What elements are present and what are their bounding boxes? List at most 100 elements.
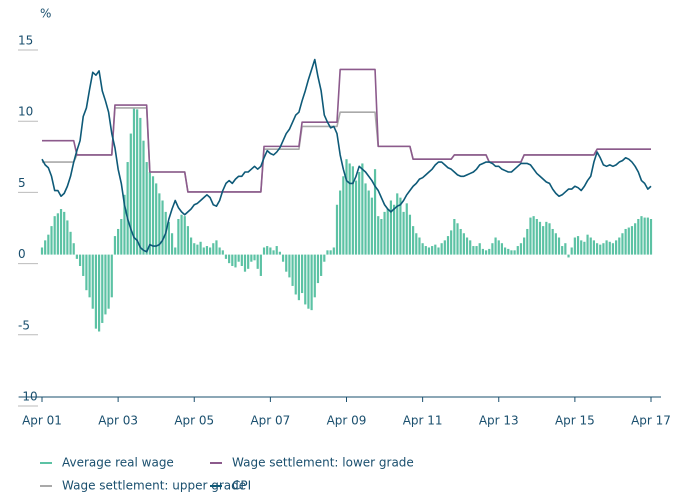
- y-tick-label: 0: [18, 247, 26, 261]
- bar: [75, 254, 78, 259]
- bar: [123, 194, 126, 255]
- bar: [278, 251, 281, 255]
- bar: [354, 180, 358, 255]
- bar: [215, 240, 218, 255]
- bar: [608, 241, 611, 255]
- bar: [120, 219, 123, 255]
- bar: [386, 209, 389, 255]
- bar: [342, 176, 345, 255]
- bar: [564, 243, 567, 255]
- bar: [465, 237, 469, 255]
- bar: [646, 217, 649, 255]
- bar: [364, 183, 367, 255]
- legend-label: Wage settlement: lower grade: [232, 456, 414, 470]
- bar: [513, 250, 516, 255]
- bar: [621, 233, 624, 255]
- bar: [53, 216, 56, 255]
- x-tick-label: Apr 17: [631, 414, 671, 428]
- bar: [117, 228, 120, 255]
- bar: [624, 228, 627, 255]
- bar: [602, 243, 605, 255]
- bar: [532, 216, 535, 255]
- y-tick-label: 10: [18, 105, 33, 119]
- bar: [434, 244, 437, 255]
- line: [41, 58, 652, 253]
- bar: [170, 233, 174, 255]
- bar: [392, 204, 396, 255]
- bar: [634, 223, 637, 255]
- bar: [132, 107, 136, 255]
- bar: [313, 254, 316, 298]
- bar: [611, 243, 615, 255]
- bar: [427, 247, 431, 255]
- bar: [599, 244, 602, 255]
- bar: [405, 203, 408, 255]
- bar: [348, 163, 351, 255]
- bar: [44, 240, 47, 255]
- bar: [326, 250, 329, 255]
- bar: [450, 230, 453, 255]
- bar: [202, 247, 205, 255]
- bar: [129, 133, 132, 255]
- x-tick-label: Apr 01: [22, 414, 62, 428]
- bar: [412, 226, 415, 255]
- bar: [389, 200, 393, 255]
- bar: [491, 243, 494, 255]
- bar: [367, 190, 370, 255]
- x-tick-label: Apr 07: [250, 414, 290, 428]
- bar: [161, 200, 164, 255]
- bar: [247, 254, 250, 269]
- bar: [396, 193, 399, 255]
- bar: [529, 217, 532, 255]
- bar: [85, 254, 88, 291]
- bar: [221, 250, 224, 255]
- bar: [431, 246, 434, 255]
- bar: [243, 254, 247, 272]
- bar: [488, 248, 491, 255]
- bar: [462, 233, 465, 255]
- bar: [408, 214, 412, 255]
- bar: [297, 254, 301, 301]
- bar: [307, 254, 310, 309]
- bar: [339, 190, 342, 255]
- bar: [50, 226, 53, 255]
- bar: [40, 247, 44, 255]
- bar: [142, 140, 145, 255]
- bar: [183, 216, 186, 255]
- bar: [97, 254, 101, 332]
- bar: [237, 254, 240, 262]
- bar: [285, 254, 288, 272]
- bar: [627, 227, 630, 255]
- bar: [399, 197, 402, 255]
- bar: [69, 231, 72, 255]
- bar: [104, 254, 107, 315]
- bar: [494, 237, 497, 255]
- bar: [554, 233, 557, 255]
- bar: [630, 226, 634, 255]
- bar: [469, 240, 472, 255]
- bar: [82, 254, 85, 276]
- bar: [47, 234, 50, 255]
- bar: [415, 233, 418, 255]
- legend-label: Wage settlement: upper grade: [62, 479, 246, 493]
- bar: [586, 234, 589, 255]
- bar: [361, 163, 364, 255]
- bar: [250, 254, 253, 262]
- bar: [497, 240, 500, 255]
- bar: [304, 254, 307, 305]
- bar: [288, 254, 291, 278]
- bar: [516, 246, 519, 255]
- bar: [186, 226, 190, 255]
- legend-label: Average real wage: [62, 456, 174, 470]
- bar: [345, 159, 348, 255]
- bar: [472, 246, 475, 255]
- bar: [59, 209, 63, 255]
- x-tick-label: Apr 05: [174, 414, 214, 428]
- bar: [234, 254, 237, 268]
- bar: [478, 243, 481, 255]
- bar: [275, 246, 278, 255]
- bar: [291, 254, 294, 286]
- bar: [535, 219, 538, 255]
- bar: [329, 250, 332, 255]
